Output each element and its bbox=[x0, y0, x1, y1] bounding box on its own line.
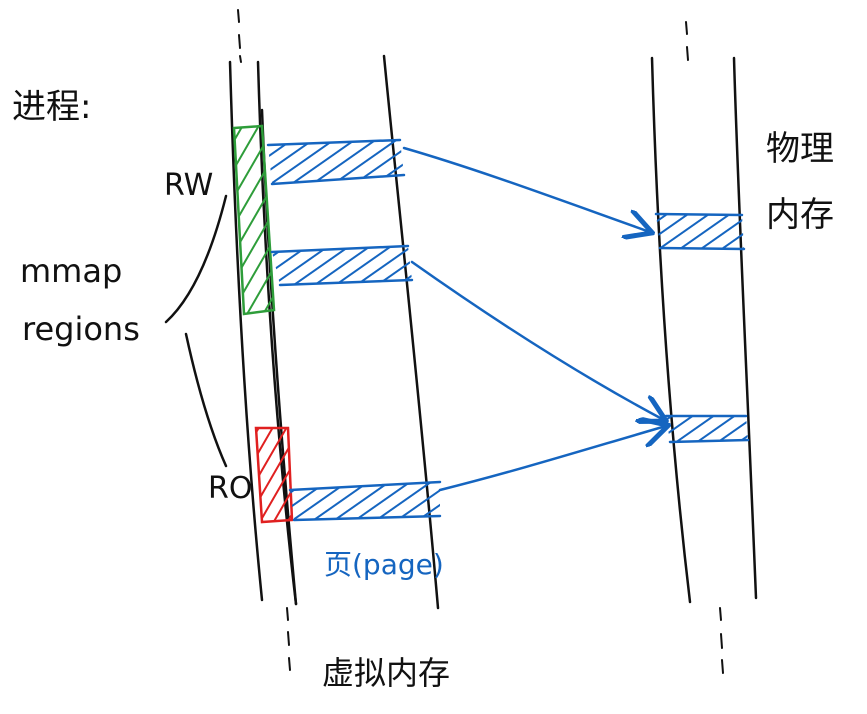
arrow-page3-to-physical2 bbox=[438, 426, 666, 492]
label-physical-memory-line2: 内存 bbox=[766, 195, 834, 235]
arrow-page1-to-physical1 bbox=[402, 146, 650, 232]
virtual-page-2 bbox=[270, 244, 414, 287]
mmap-brackets bbox=[164, 194, 228, 468]
physical-memory-column bbox=[650, 56, 758, 604]
virtual-page-1 bbox=[266, 138, 406, 186]
label-regions: regions bbox=[22, 310, 140, 348]
label-mmap: mmap bbox=[20, 252, 122, 290]
physical-column-right-edge bbox=[732, 56, 758, 600]
virtual-page-3 bbox=[288, 480, 442, 522]
rw-region bbox=[232, 124, 276, 316]
virtual-column-right-edge bbox=[382, 54, 440, 610]
label-page: 页(page) bbox=[324, 548, 444, 581]
arrow-page2-to-physical2 bbox=[410, 260, 664, 420]
label-ro: RO bbox=[208, 471, 252, 506]
label-physical-memory-line1: 物理 bbox=[766, 129, 834, 169]
label-process: 进程: bbox=[12, 87, 91, 127]
physical-page-1 bbox=[654, 212, 746, 251]
label-virtual-memory: 虚拟内存 bbox=[322, 654, 450, 692]
virtual-memory-column bbox=[260, 54, 440, 610]
physical-page-2 bbox=[664, 414, 750, 444]
process-column-left-edge bbox=[228, 60, 264, 602]
mapping-arrows bbox=[402, 146, 666, 492]
label-rw: RW bbox=[164, 168, 213, 203]
physical-column-left-edge bbox=[650, 56, 692, 604]
continuation-marks bbox=[237, 9, 724, 674]
ro-region bbox=[254, 426, 294, 524]
